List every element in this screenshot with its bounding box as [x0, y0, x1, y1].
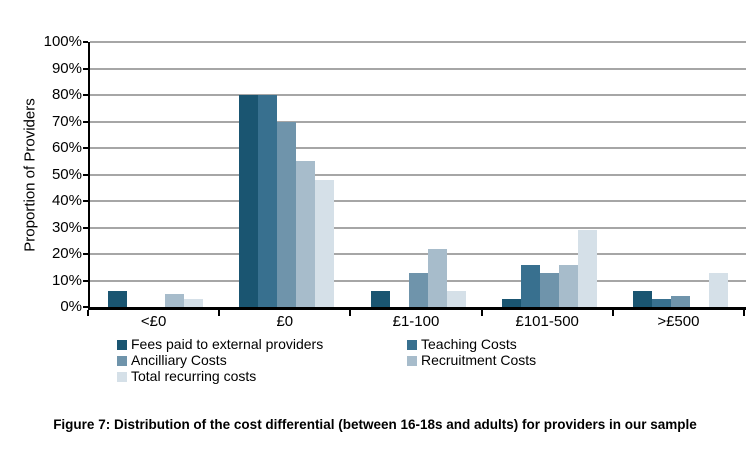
- y-tick-label-20: 20%: [51, 245, 82, 262]
- bar-series2-cat2: [408, 272, 428, 307]
- legend-label: Recruitment Costs: [421, 352, 537, 368]
- bar-layer: [90, 42, 746, 307]
- x-tick-label-4: >£500: [657, 313, 700, 330]
- y-tick-mark-30: [83, 226, 88, 229]
- bar-group-1: [221, 42, 352, 307]
- y-tick-mark-100: [83, 41, 88, 43]
- legend-item-4: Total recurring costs: [117, 369, 407, 384]
- gridline-60: [90, 147, 746, 149]
- bar-series4-cat3: [577, 230, 597, 307]
- y-tick-mark-50: [83, 173, 88, 176]
- figure-caption: Figure 7: Distribution of the cost diffe…: [53, 417, 697, 432]
- bar-series0-cat2: [370, 291, 390, 307]
- y-tick-label-80: 80%: [51, 86, 82, 103]
- legend-label: Fees paid to external providers: [131, 336, 324, 352]
- bar-series2-cat1: [277, 121, 297, 307]
- bar-group-2: [352, 42, 483, 307]
- x-axis-tick-1: [218, 310, 221, 316]
- y-tick-label-40: 40%: [51, 192, 82, 209]
- y-tick-label-10: 10%: [51, 271, 82, 289]
- y-tick-mark-0: [83, 306, 88, 308]
- bar-series1-cat3: [520, 264, 540, 307]
- legend-swatch-icon: [407, 355, 417, 366]
- gridline-80: [90, 94, 746, 96]
- legend-swatch-icon: [117, 371, 127, 382]
- gridline-90: [90, 67, 746, 70]
- y-tick-label-70: 70%: [51, 112, 82, 130]
- legend-swatch-icon: [117, 355, 127, 366]
- bar-series2-cat3: [539, 272, 559, 307]
- x-axis-tick-2: [349, 310, 352, 316]
- y-tick-label-90: 90%: [51, 59, 82, 77]
- bar-series1-cat4: [651, 299, 671, 307]
- y-tick-label-50: 50%: [51, 165, 82, 183]
- legend-label: Total recurring costs: [131, 368, 257, 384]
- bar-series0-cat3: [501, 299, 521, 307]
- bar-group-3: [484, 42, 615, 307]
- y-tick-mark-20: [83, 253, 88, 255]
- gridline-20: [90, 253, 746, 255]
- legend-item-2: Ancilliary Costs: [117, 353, 407, 368]
- x-axis-tick-4: [611, 310, 614, 316]
- bar-series3-cat3: [558, 264, 578, 307]
- gridline-70: [90, 120, 746, 123]
- bar-series0-cat1: [239, 95, 259, 307]
- legend-item-3: Recruitment Costs: [407, 353, 536, 368]
- legend-swatch-icon: [117, 339, 127, 350]
- bar-series0-cat4: [632, 291, 652, 307]
- x-tick-label-2: £1-100: [392, 313, 440, 330]
- bar-series4-cat0: [184, 299, 204, 307]
- y-tick-mark-60: [83, 147, 88, 149]
- bar-series1-cat1: [258, 95, 278, 307]
- bar-series4-cat2: [446, 291, 466, 307]
- bar-series4-cat1: [315, 179, 335, 307]
- x-axis-tick-5: [743, 310, 745, 316]
- bar-series3-cat1: [296, 161, 316, 307]
- y-tick-mark-80: [83, 94, 88, 96]
- y-tick-label-30: 30%: [51, 218, 82, 236]
- plot-area: [88, 41, 746, 310]
- y-tick-label-0: 0%: [60, 298, 82, 315]
- gridline-30: [90, 226, 746, 229]
- gridline-100: [90, 41, 746, 43]
- y-tick-mark-90: [83, 67, 88, 70]
- x-tick-label-0: <£0: [140, 313, 167, 330]
- x-tick-label-1: £0: [276, 313, 294, 330]
- y-tick-mark-40: [83, 200, 88, 202]
- bar-group-0: [90, 42, 221, 307]
- chart-legend: Fees paid to external providers Teaching …: [117, 337, 536, 384]
- gridline-50: [90, 173, 746, 176]
- y-tick-mark-10: [83, 279, 88, 282]
- x-tick-label-3: £101-500: [515, 313, 579, 330]
- legend-item-0: Fees paid to external providers: [117, 337, 407, 352]
- y-tick-mark-70: [83, 120, 88, 123]
- bar-series0-cat0: [108, 291, 128, 307]
- legend-swatch-icon: [407, 339, 417, 350]
- x-axis-tick-3: [480, 310, 483, 316]
- gridline-40: [90, 200, 746, 202]
- bar-series4-cat4: [708, 272, 728, 307]
- y-tick-label-60: 60%: [51, 139, 82, 156]
- bar-series2-cat4: [670, 296, 690, 307]
- bar-series3-cat2: [427, 248, 447, 307]
- y-tick-label-100: 100%: [43, 33, 82, 50]
- bar-series3-cat0: [165, 293, 185, 307]
- x-axis-tick-0: [87, 310, 89, 316]
- bar-group-4: [615, 42, 746, 307]
- legend-label: Ancilliary Costs: [131, 352, 227, 368]
- legend-item-1: Teaching Costs: [407, 337, 536, 352]
- legend-label: Teaching Costs: [421, 336, 517, 352]
